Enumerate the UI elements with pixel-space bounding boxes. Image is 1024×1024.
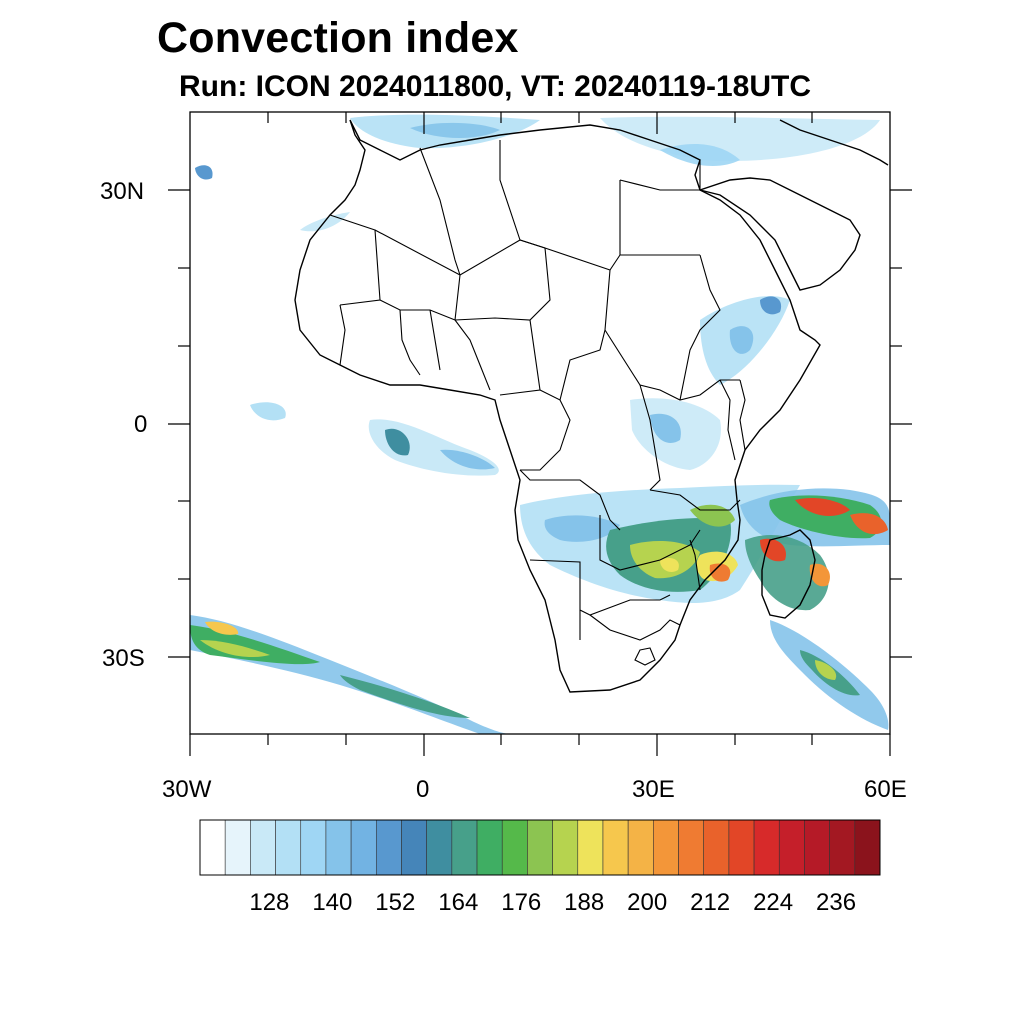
colorbar-box <box>854 819 881 876</box>
colorbar-box <box>375 819 402 876</box>
colorbar-label: 140 <box>312 889 353 916</box>
colorbar-box <box>728 819 755 876</box>
colorbar-label: 128 <box>249 889 290 916</box>
lon-label-0: 0 <box>416 776 430 803</box>
colorbar-box <box>678 819 705 876</box>
colorbar-box <box>703 819 730 876</box>
colorbar-box <box>753 819 780 876</box>
lon-label-30e: 30E <box>632 776 675 803</box>
colorbar-label: 224 <box>753 889 794 916</box>
colorbar-box <box>199 819 226 876</box>
colorbar-box <box>350 819 377 876</box>
colorbar-label: 212 <box>690 889 731 916</box>
colorbar-box <box>501 819 528 876</box>
colorbar-box <box>451 819 478 876</box>
frame-ticks <box>168 112 912 756</box>
colorbar-label: 152 <box>375 889 416 916</box>
map-frame <box>189 111 891 735</box>
map-title: Convection index <box>157 14 519 62</box>
colorbar-box <box>250 819 276 876</box>
colorbar-box <box>653 819 679 876</box>
colorbar-box <box>552 819 579 876</box>
lat-label-0: 0 <box>134 411 148 438</box>
colorbar-box <box>804 819 830 876</box>
colorbar-label: 164 <box>438 889 479 916</box>
colorbar-outline <box>199 819 881 876</box>
country-borders <box>329 140 746 666</box>
colorbar-box <box>325 819 352 876</box>
colorbar-box <box>778 819 805 876</box>
lat-label-30s: 30S <box>102 645 145 672</box>
colorbar-box <box>300 819 327 876</box>
colorbar-box <box>577 819 604 876</box>
colorbar-label: 236 <box>816 889 857 916</box>
colorbar-box <box>602 819 629 876</box>
colorbar-box <box>224 819 251 876</box>
colorbar-box <box>426 819 453 876</box>
lon-label-60e: 60E <box>864 776 907 803</box>
map-subtitle: Run: ICON 2024011800, VT: 20240119-18UTC <box>179 70 812 103</box>
colorbar-box <box>527 819 553 876</box>
coastlines <box>294 119 889 693</box>
colorbar-box <box>627 819 654 876</box>
colorbar-label: 200 <box>627 889 668 916</box>
convection-field <box>190 114 890 734</box>
colorbar-box <box>401 819 427 876</box>
colorbar-box <box>476 819 503 876</box>
colorbar-box <box>275 819 302 876</box>
colorbar-label: 176 <box>501 889 542 916</box>
lat-label-30n: 30N <box>100 178 145 205</box>
lon-label-30w: 30W <box>162 776 212 803</box>
colorbar-label: 188 <box>564 889 605 916</box>
colorbar-box <box>829 819 856 876</box>
